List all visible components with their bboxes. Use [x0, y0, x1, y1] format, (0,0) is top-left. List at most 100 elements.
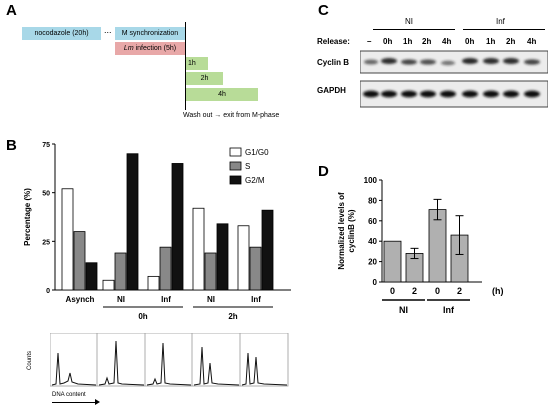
- band: [524, 59, 540, 65]
- bar-g1-g0: [237, 225, 250, 291]
- lane-label: 0h: [383, 37, 393, 46]
- histogram-ni-2h: [193, 346, 240, 386]
- bar-g2-m: [216, 223, 229, 291]
- release-2h-label: 2h: [200, 75, 209, 82]
- y-tick-label: 100: [364, 176, 378, 185]
- panel-a-label: A: [6, 2, 17, 19]
- band: [483, 58, 499, 64]
- release-label: Release:: [317, 37, 350, 46]
- band: [401, 59, 417, 65]
- lane-label: 1h: [486, 37, 496, 46]
- histogram-ylabel: Counts: [27, 350, 33, 370]
- lane-label: 4h: [527, 37, 537, 46]
- dna-content-arrow-head: [95, 399, 100, 405]
- y-axis-label: Percentage (%): [23, 188, 32, 246]
- lm-infection-box: Lm infection (5h): [115, 42, 185, 55]
- bar-s: [249, 246, 262, 291]
- y-tick-label: 20: [368, 258, 377, 267]
- legend-label: G2/M: [245, 176, 265, 185]
- band: [364, 59, 378, 65]
- y-tick-label: 0: [373, 278, 378, 287]
- group-label: NI: [399, 305, 408, 315]
- bar: [428, 209, 447, 283]
- y-axis-label: Normalized levels of: [337, 192, 346, 270]
- ellipsis-label: ...: [104, 25, 112, 35]
- x-tick-label: Asynch: [66, 295, 95, 304]
- x-tick-label: 2: [412, 286, 417, 296]
- lane-label: 4h: [442, 37, 452, 46]
- band: [441, 60, 455, 66]
- washout-caption: Wash out → exit from M-phase: [183, 112, 280, 119]
- release-4h-label: 4h: [218, 91, 226, 98]
- legend-label: S: [245, 162, 250, 171]
- bar-g2-m: [85, 262, 98, 291]
- band: [381, 90, 397, 98]
- bar-g1-g0: [102, 279, 115, 291]
- band: [462, 90, 478, 98]
- nocodazole-label: nocodazole (20h): [34, 30, 89, 37]
- y-tick-label: 50: [42, 191, 50, 198]
- histogram-asynch: [51, 352, 97, 386]
- band: [462, 58, 478, 64]
- bar-s: [114, 252, 127, 291]
- y-tick-label: 75: [42, 142, 50, 149]
- bar-s: [73, 231, 86, 291]
- panel-c-label: C: [318, 2, 329, 19]
- release-1h-box: 1h: [186, 57, 208, 70]
- x-tick-label: 0: [435, 286, 440, 296]
- bar-s: [159, 246, 172, 291]
- histogram-inf-2h: [241, 352, 288, 386]
- group-line-ni: [373, 29, 455, 30]
- y-axis-label-line2: cyclinB (%): [347, 209, 356, 252]
- x-unit-label: (h): [492, 286, 504, 296]
- lane-label: –: [367, 37, 372, 46]
- group-line-inf: [463, 29, 545, 30]
- band: [401, 90, 417, 98]
- group-label-ni: NI: [405, 17, 413, 26]
- x-tick-label: 2: [457, 286, 462, 296]
- bar-g1-g0: [147, 275, 160, 291]
- bar: [383, 240, 402, 283]
- band: [524, 90, 540, 98]
- lane-label: 1h: [403, 37, 413, 46]
- dna-histogram-strip: [50, 333, 289, 387]
- bar-s: [204, 252, 217, 291]
- band: [420, 59, 436, 65]
- western-blot: [360, 50, 548, 108]
- dna-content-arrow: [52, 402, 96, 403]
- panel-d-label: D: [318, 163, 329, 180]
- lm-infection-label: Lm infection (5h): [123, 45, 177, 52]
- bar-g2-m: [171, 163, 184, 291]
- panel-b-label: B: [6, 137, 17, 154]
- band: [420, 90, 436, 98]
- histogram-frame: [50, 333, 289, 387]
- group-label-inf: Inf: [496, 17, 505, 26]
- band: [503, 90, 519, 98]
- x-tick-label: NI: [117, 295, 125, 304]
- row-label-gapdh: GAPDH: [317, 86, 346, 95]
- release-2h-box: 2h: [186, 72, 223, 85]
- group-label: 0h: [138, 312, 147, 321]
- histogram-xlabel: DNA content: [52, 392, 86, 398]
- band: [483, 90, 499, 98]
- nocodazole-box: nocodazole (20h): [22, 27, 101, 40]
- x-tick-label: NI: [207, 295, 215, 304]
- group-label: Inf: [443, 305, 455, 315]
- y-tick-label: 40: [368, 237, 377, 246]
- cyclin-b-bands: [364, 58, 540, 66]
- histogram-inf-0h: [146, 342, 192, 386]
- y-tick-label: 80: [368, 196, 377, 205]
- y-tick-label: 60: [368, 217, 377, 226]
- gapdh-bands: [363, 90, 540, 98]
- y-tick-label: 25: [42, 239, 50, 246]
- legend-swatch: [229, 147, 242, 157]
- band: [503, 58, 519, 64]
- row-label-cyclin-b: Cyclin B: [317, 58, 350, 67]
- bar-g1-g0: [192, 207, 205, 291]
- group-label: 2h: [228, 312, 237, 321]
- lane-label: 2h: [506, 37, 516, 46]
- m-sync-box: M synchronization: [115, 27, 185, 40]
- legend-swatch: [229, 175, 242, 185]
- legend-label: G1/G0: [245, 148, 269, 157]
- band: [381, 58, 397, 64]
